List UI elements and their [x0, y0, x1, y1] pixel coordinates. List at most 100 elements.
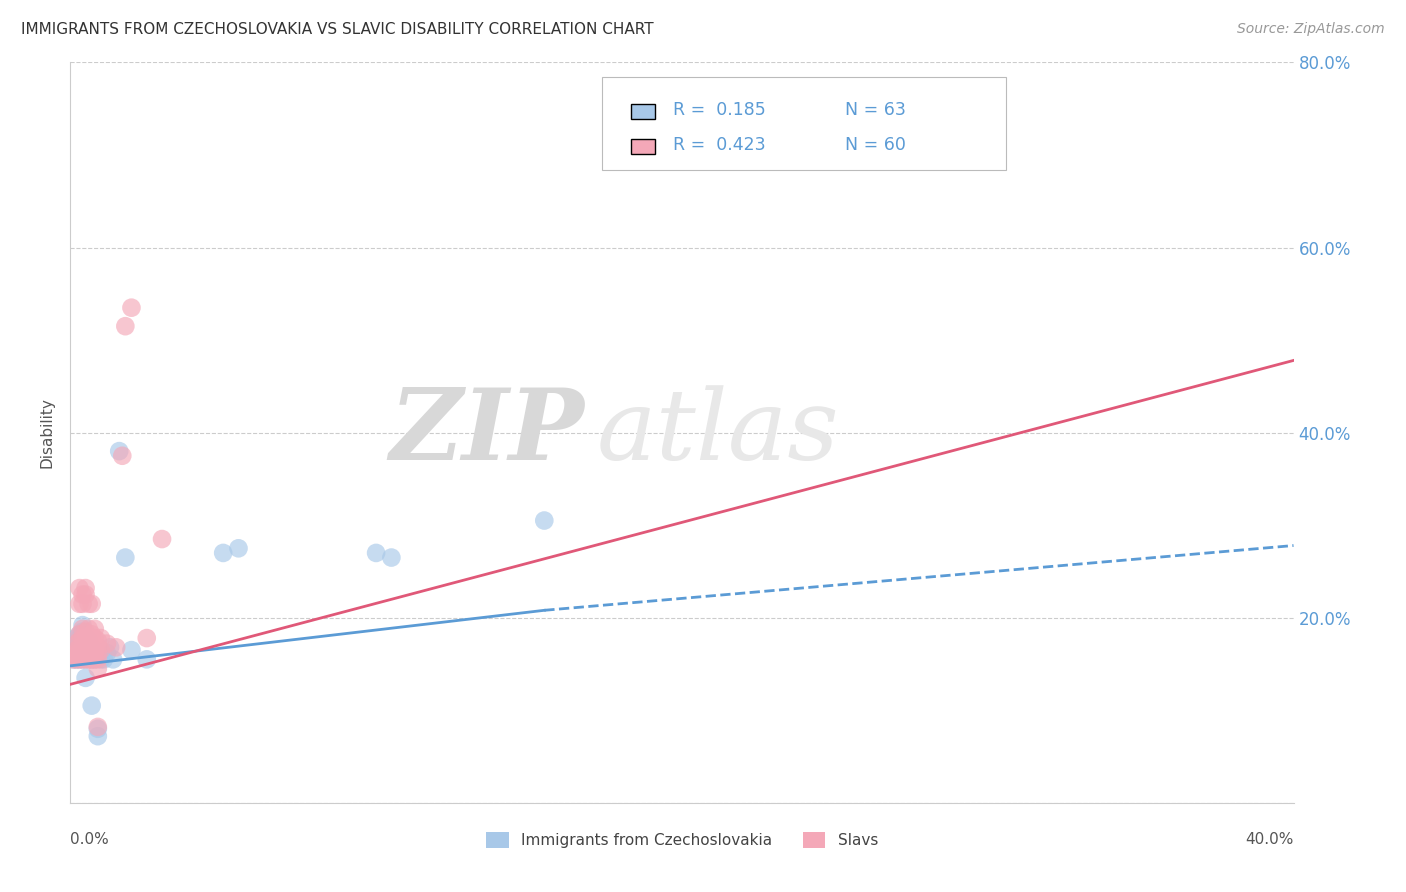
Point — [80, 652, 103, 666]
Point — [96, 637, 118, 651]
Point — [83, 652, 105, 666]
Point — [75, 646, 97, 660]
Point — [72, 631, 94, 645]
Point — [135, 652, 157, 666]
Point — [83, 622, 105, 636]
Point — [72, 637, 94, 651]
Point — [121, 643, 143, 657]
Point — [72, 597, 94, 611]
Point — [75, 652, 97, 666]
Point — [72, 588, 94, 602]
Point — [75, 631, 97, 645]
Point — [105, 640, 128, 655]
Point — [83, 646, 105, 660]
Point — [77, 640, 100, 655]
Point — [77, 622, 100, 636]
Point — [65, 640, 87, 655]
Point — [65, 646, 87, 660]
FancyBboxPatch shape — [630, 103, 655, 119]
Point — [75, 631, 97, 645]
Point — [69, 652, 91, 666]
Point — [90, 652, 112, 666]
Point — [380, 550, 402, 565]
Point — [150, 532, 173, 546]
Point — [77, 649, 100, 664]
Point — [87, 729, 110, 743]
Point — [83, 640, 105, 655]
Y-axis label: Disability: Disability — [39, 397, 55, 468]
Point — [69, 646, 91, 660]
Text: atlas: atlas — [596, 385, 839, 480]
Point — [93, 652, 115, 666]
Point — [77, 640, 100, 655]
Point — [90, 643, 112, 657]
Point — [533, 514, 555, 528]
Point — [65, 648, 87, 662]
Point — [114, 550, 136, 565]
Point — [72, 652, 94, 666]
Point — [80, 627, 103, 641]
Point — [77, 597, 100, 611]
Point — [121, 301, 143, 315]
Text: Source: ZipAtlas.com: Source: ZipAtlas.com — [1237, 22, 1385, 37]
Point — [75, 640, 97, 655]
Point — [83, 631, 105, 645]
Text: 40.0%: 40.0% — [1246, 832, 1294, 847]
Point — [72, 631, 94, 645]
Point — [69, 643, 91, 657]
Point — [65, 637, 87, 651]
Point — [62, 643, 84, 657]
Point — [80, 597, 103, 611]
Point — [77, 652, 100, 666]
FancyBboxPatch shape — [602, 78, 1007, 169]
Point — [135, 631, 157, 645]
Point — [77, 652, 100, 666]
Point — [80, 698, 103, 713]
Point — [80, 652, 103, 666]
Point — [98, 640, 121, 655]
Point — [75, 624, 97, 639]
Point — [75, 646, 97, 660]
Point — [65, 643, 87, 657]
Point — [69, 633, 91, 648]
Point — [75, 671, 97, 685]
Point — [72, 649, 94, 664]
Point — [80, 633, 103, 648]
Point — [77, 646, 100, 660]
Point — [65, 652, 87, 666]
Point — [87, 633, 110, 648]
Point — [87, 662, 110, 676]
Point — [77, 633, 100, 648]
Point — [366, 546, 388, 560]
Point — [87, 652, 110, 666]
Point — [69, 581, 91, 595]
Point — [101, 652, 124, 666]
Point — [72, 646, 94, 660]
Legend: Immigrants from Czechoslovakia, Slavs: Immigrants from Czechoslovakia, Slavs — [479, 826, 884, 855]
Point — [87, 722, 110, 736]
Point — [72, 652, 94, 666]
Point — [69, 652, 91, 666]
Point — [69, 640, 91, 655]
Point — [83, 652, 105, 666]
Point — [228, 541, 250, 556]
Point — [69, 631, 91, 645]
Point — [69, 627, 91, 641]
FancyBboxPatch shape — [630, 138, 655, 153]
Point — [80, 640, 103, 655]
Point — [69, 627, 91, 641]
Point — [77, 646, 100, 660]
Point — [72, 618, 94, 632]
Point — [62, 648, 84, 662]
Point — [793, 153, 815, 167]
Point — [90, 631, 112, 645]
Point — [77, 631, 100, 645]
Text: R =  0.423: R = 0.423 — [673, 136, 766, 153]
Point — [75, 649, 97, 664]
Text: N = 60: N = 60 — [845, 136, 905, 153]
Point — [87, 646, 110, 660]
Point — [69, 637, 91, 651]
Point — [65, 637, 87, 651]
Text: ZIP: ZIP — [389, 384, 583, 481]
Point — [87, 640, 110, 655]
